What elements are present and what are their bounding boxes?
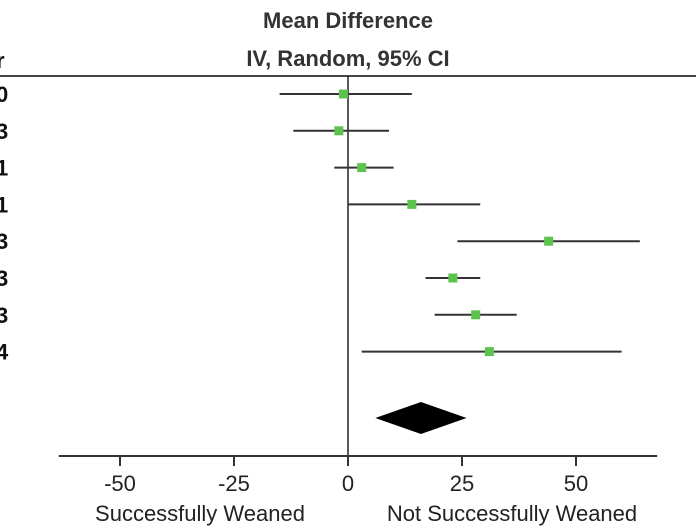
study-edge-char: 1 <box>0 156 8 181</box>
point-estimate <box>338 89 348 99</box>
x-tick-label: -50 <box>104 471 136 496</box>
xlabel-left: Successfully Weaned <box>95 501 305 526</box>
chart-subtitle: IV, Random, 95% CI <box>246 46 449 71</box>
study-row: 0 <box>0 82 412 107</box>
study-row: 4 <box>0 340 622 365</box>
study-rows: 0 3 1 1 3 3 3 4 <box>0 82 640 365</box>
study-edge-char: 0 <box>0 82 8 107</box>
study-row: 3 <box>0 229 640 254</box>
study-edge-char: 3 <box>0 266 8 291</box>
point-estimate <box>544 236 554 246</box>
pooled-diamond <box>375 402 467 434</box>
point-estimate <box>357 163 367 173</box>
x-ticks: -50 -25 0 25 50 <box>104 456 588 496</box>
x-tick-label: 50 <box>564 471 588 496</box>
study-row: 3 <box>0 119 390 144</box>
x-tick-label: -25 <box>218 471 250 496</box>
point-estimate <box>484 347 494 357</box>
study-edge-char: 4 <box>0 340 9 365</box>
study-row: 3 <box>0 266 481 291</box>
study-edge-char: 3 <box>0 229 8 254</box>
chart-title: Mean Difference <box>263 8 433 33</box>
xlabel-right: Not Successfully Weaned <box>387 501 637 526</box>
study-row: 3 <box>0 303 517 328</box>
study-edge-char: 3 <box>0 303 8 328</box>
point-estimate <box>471 310 481 320</box>
header-edge-char: r <box>0 48 5 73</box>
study-edge-char: 3 <box>0 119 8 144</box>
point-estimate <box>448 273 458 283</box>
study-row: 1 <box>0 156 394 181</box>
point-estimate <box>407 199 417 209</box>
study-row: 1 <box>0 192 481 217</box>
point-estimate <box>334 126 344 136</box>
study-edge-char: 1 <box>0 192 8 217</box>
x-tick-label: 25 <box>450 471 474 496</box>
x-tick-label: 0 <box>342 471 354 496</box>
